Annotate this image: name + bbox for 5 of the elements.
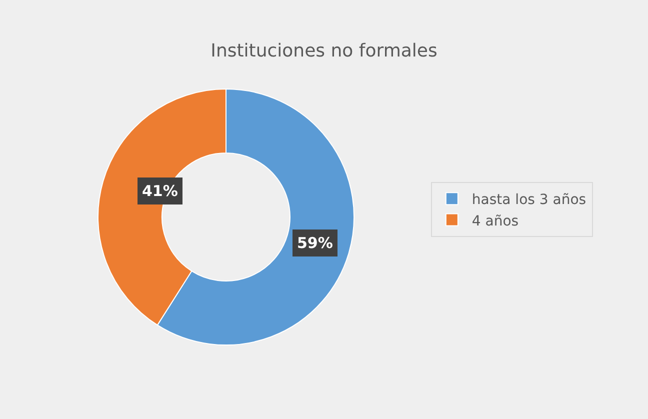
data-label: 41% [142, 182, 178, 200]
legend-label: hasta los 3 años [472, 192, 586, 208]
data-label: 59% [297, 234, 333, 252]
chart-title: Instituciones no formales [210, 40, 438, 62]
legend-label: 4 años [472, 213, 519, 230]
